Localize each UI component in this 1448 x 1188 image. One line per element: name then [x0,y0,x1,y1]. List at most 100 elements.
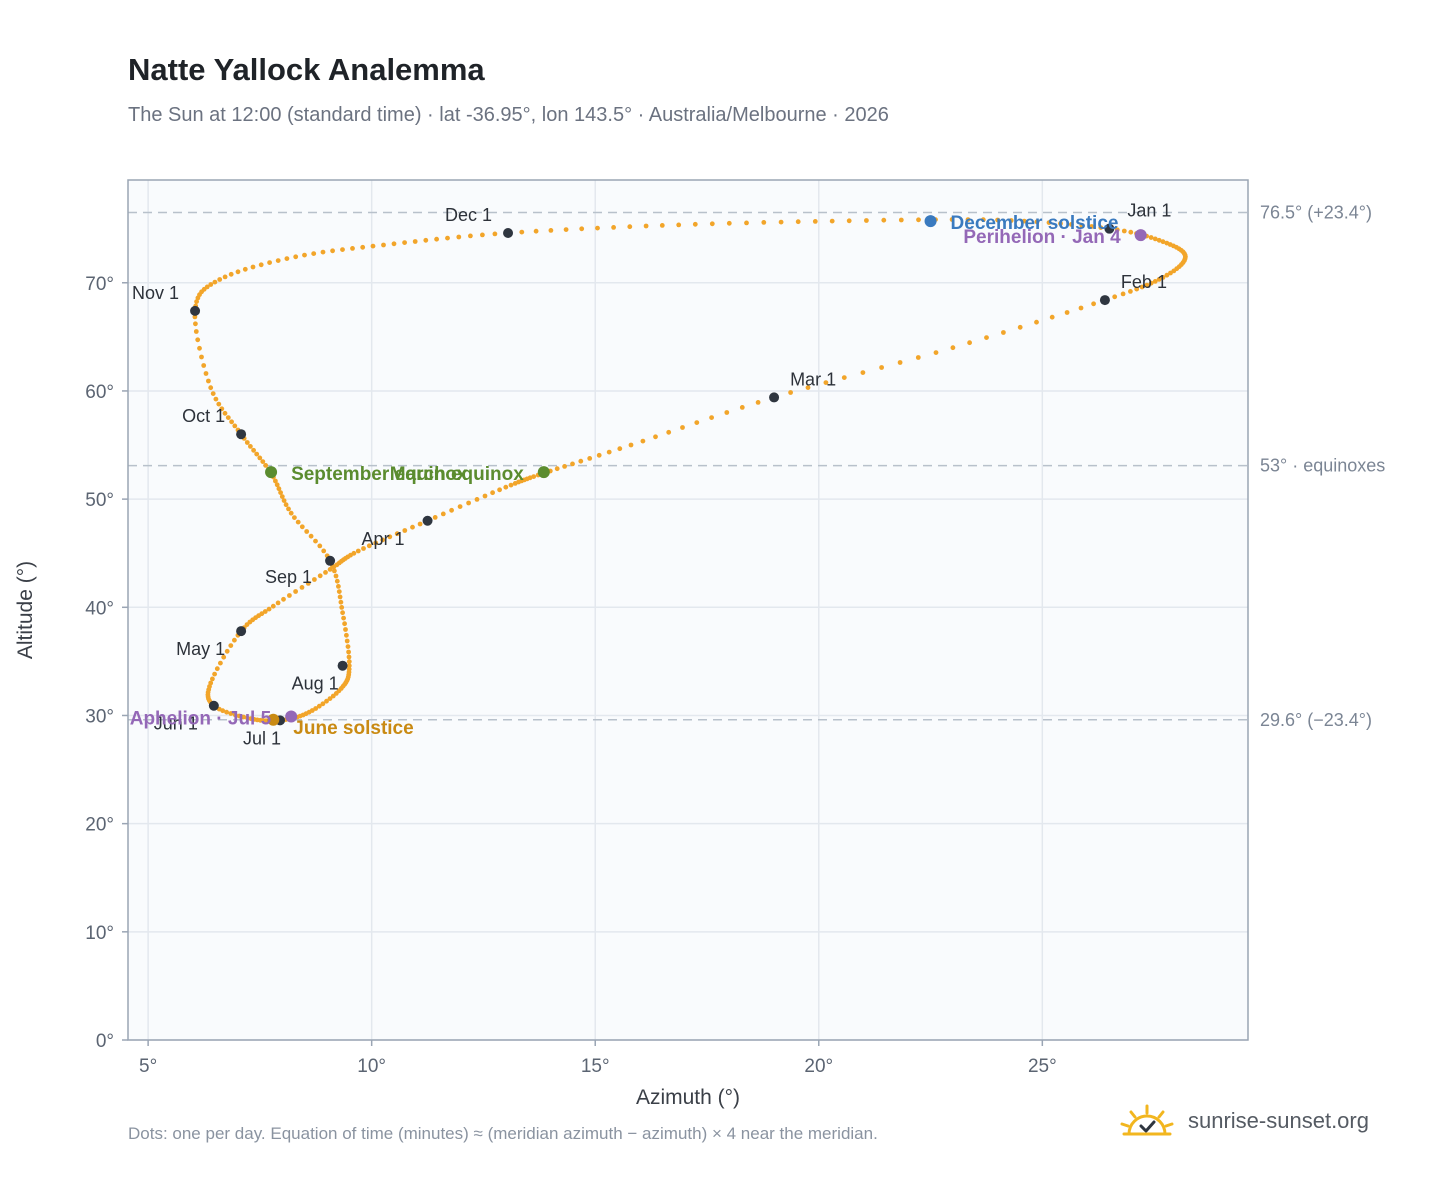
daily-dot [299,585,305,590]
daily-dot [270,603,276,609]
daily-dot [236,713,242,719]
month-marker-label: Dec 1 [445,205,492,225]
daily-dot [724,410,730,415]
daily-dot [316,703,322,709]
daily-dot [199,354,204,360]
month-marker-label: Apr 1 [362,529,405,549]
daily-dot [245,715,250,721]
daily-dot [897,360,903,365]
daily-dot [881,217,887,223]
daily-dot [311,251,317,256]
y-tick-label: 40° [85,598,114,619]
daily-dot [214,666,220,672]
daily-dot [312,577,317,582]
daily-dot [1164,272,1170,278]
daily-dot [308,533,314,539]
daily-dot [1148,235,1154,240]
daily-dot [295,519,301,525]
sun-logo-icon [1120,1104,1174,1136]
daily-dot [1017,324,1023,330]
daily-dot [474,497,480,502]
brand[interactable]: sunrise-sunset.org [1120,1104,1369,1138]
daily-dot [788,390,793,395]
daily-dot [984,335,989,340]
daily-dot [548,228,554,233]
daily-dot [228,271,234,277]
month-marker-dot [325,555,336,566]
daily-dot [366,543,372,549]
daily-dot [275,600,281,606]
daily-dot [965,217,971,223]
daily-dot [578,458,584,464]
daily-dot [394,531,400,537]
daily-dot [346,649,351,655]
daily-dot [340,247,345,253]
daily-dot [338,599,344,605]
daily-dot [262,609,268,614]
daily-dot [274,482,280,488]
x-axis-label: Azimuth (°) [636,1086,740,1109]
event-marker-label: June solstice [293,718,413,739]
plot-frame [127,179,1249,1041]
daily-dot [1152,279,1158,284]
daily-dot [339,605,345,610]
daily-dot [1144,282,1150,288]
reference-line-label: 29.6° (−23.4°) [1260,710,1372,730]
daily-dot [829,218,835,224]
daily-dot [387,534,393,540]
daily-dot [653,434,658,440]
daily-dot [417,521,423,527]
daily-dot [242,266,248,272]
daily-dot [410,524,415,530]
daily-dot [445,235,450,241]
daily-dot [250,264,256,270]
chart-title: Natte Yallock Analemma [128,52,485,87]
daily-dot [694,420,700,425]
daily-dot [1139,284,1145,290]
month-marker-dot [503,228,514,239]
brand-name: sunrise-sunset.org [1188,1108,1369,1133]
daily-dot [224,648,230,654]
daily-dot [320,701,326,707]
daily-dot [275,258,281,263]
daily-dot [860,370,866,375]
x-tick-label: 15° [581,1056,610,1077]
daily-dot [482,493,488,499]
daily-dot [216,401,222,407]
daily-dot [288,510,294,516]
daily-dot [336,584,341,589]
daily-dot [1156,277,1162,282]
month-marker-label: Jan 1 [1127,201,1171,221]
daily-dot [225,415,231,420]
daily-dot [343,627,348,632]
daily-dot [1114,227,1120,233]
daily-dot [355,548,361,554]
daily-dot [596,452,602,458]
daily-dot [263,463,269,468]
daily-dot [1121,228,1127,234]
daily-dot [267,260,272,265]
daily-dot [244,440,250,445]
daily-dot [281,596,286,602]
daily-dot [533,228,539,234]
daily-dot [222,274,228,280]
daily-dot [508,482,514,488]
daily-dot [260,459,266,464]
month-marker-label: Aug 1 [292,674,339,694]
daily-dot [606,449,612,455]
daily-dot [313,706,319,711]
daily-dot [217,277,223,282]
daily-dot [304,529,310,534]
daily-dot [346,663,352,669]
daily-dot [456,234,462,240]
y-tick-label: 10° [85,923,114,944]
daily-dot [995,217,1000,223]
daily-dot [595,225,600,231]
month-marker-label: Oct 1 [182,406,225,426]
daily-dot [805,385,811,390]
daily-dot [468,233,473,239]
daily-dot [1128,229,1134,235]
daily-dot [864,218,869,223]
daily-dot [193,321,198,327]
daily-dot [879,365,884,370]
